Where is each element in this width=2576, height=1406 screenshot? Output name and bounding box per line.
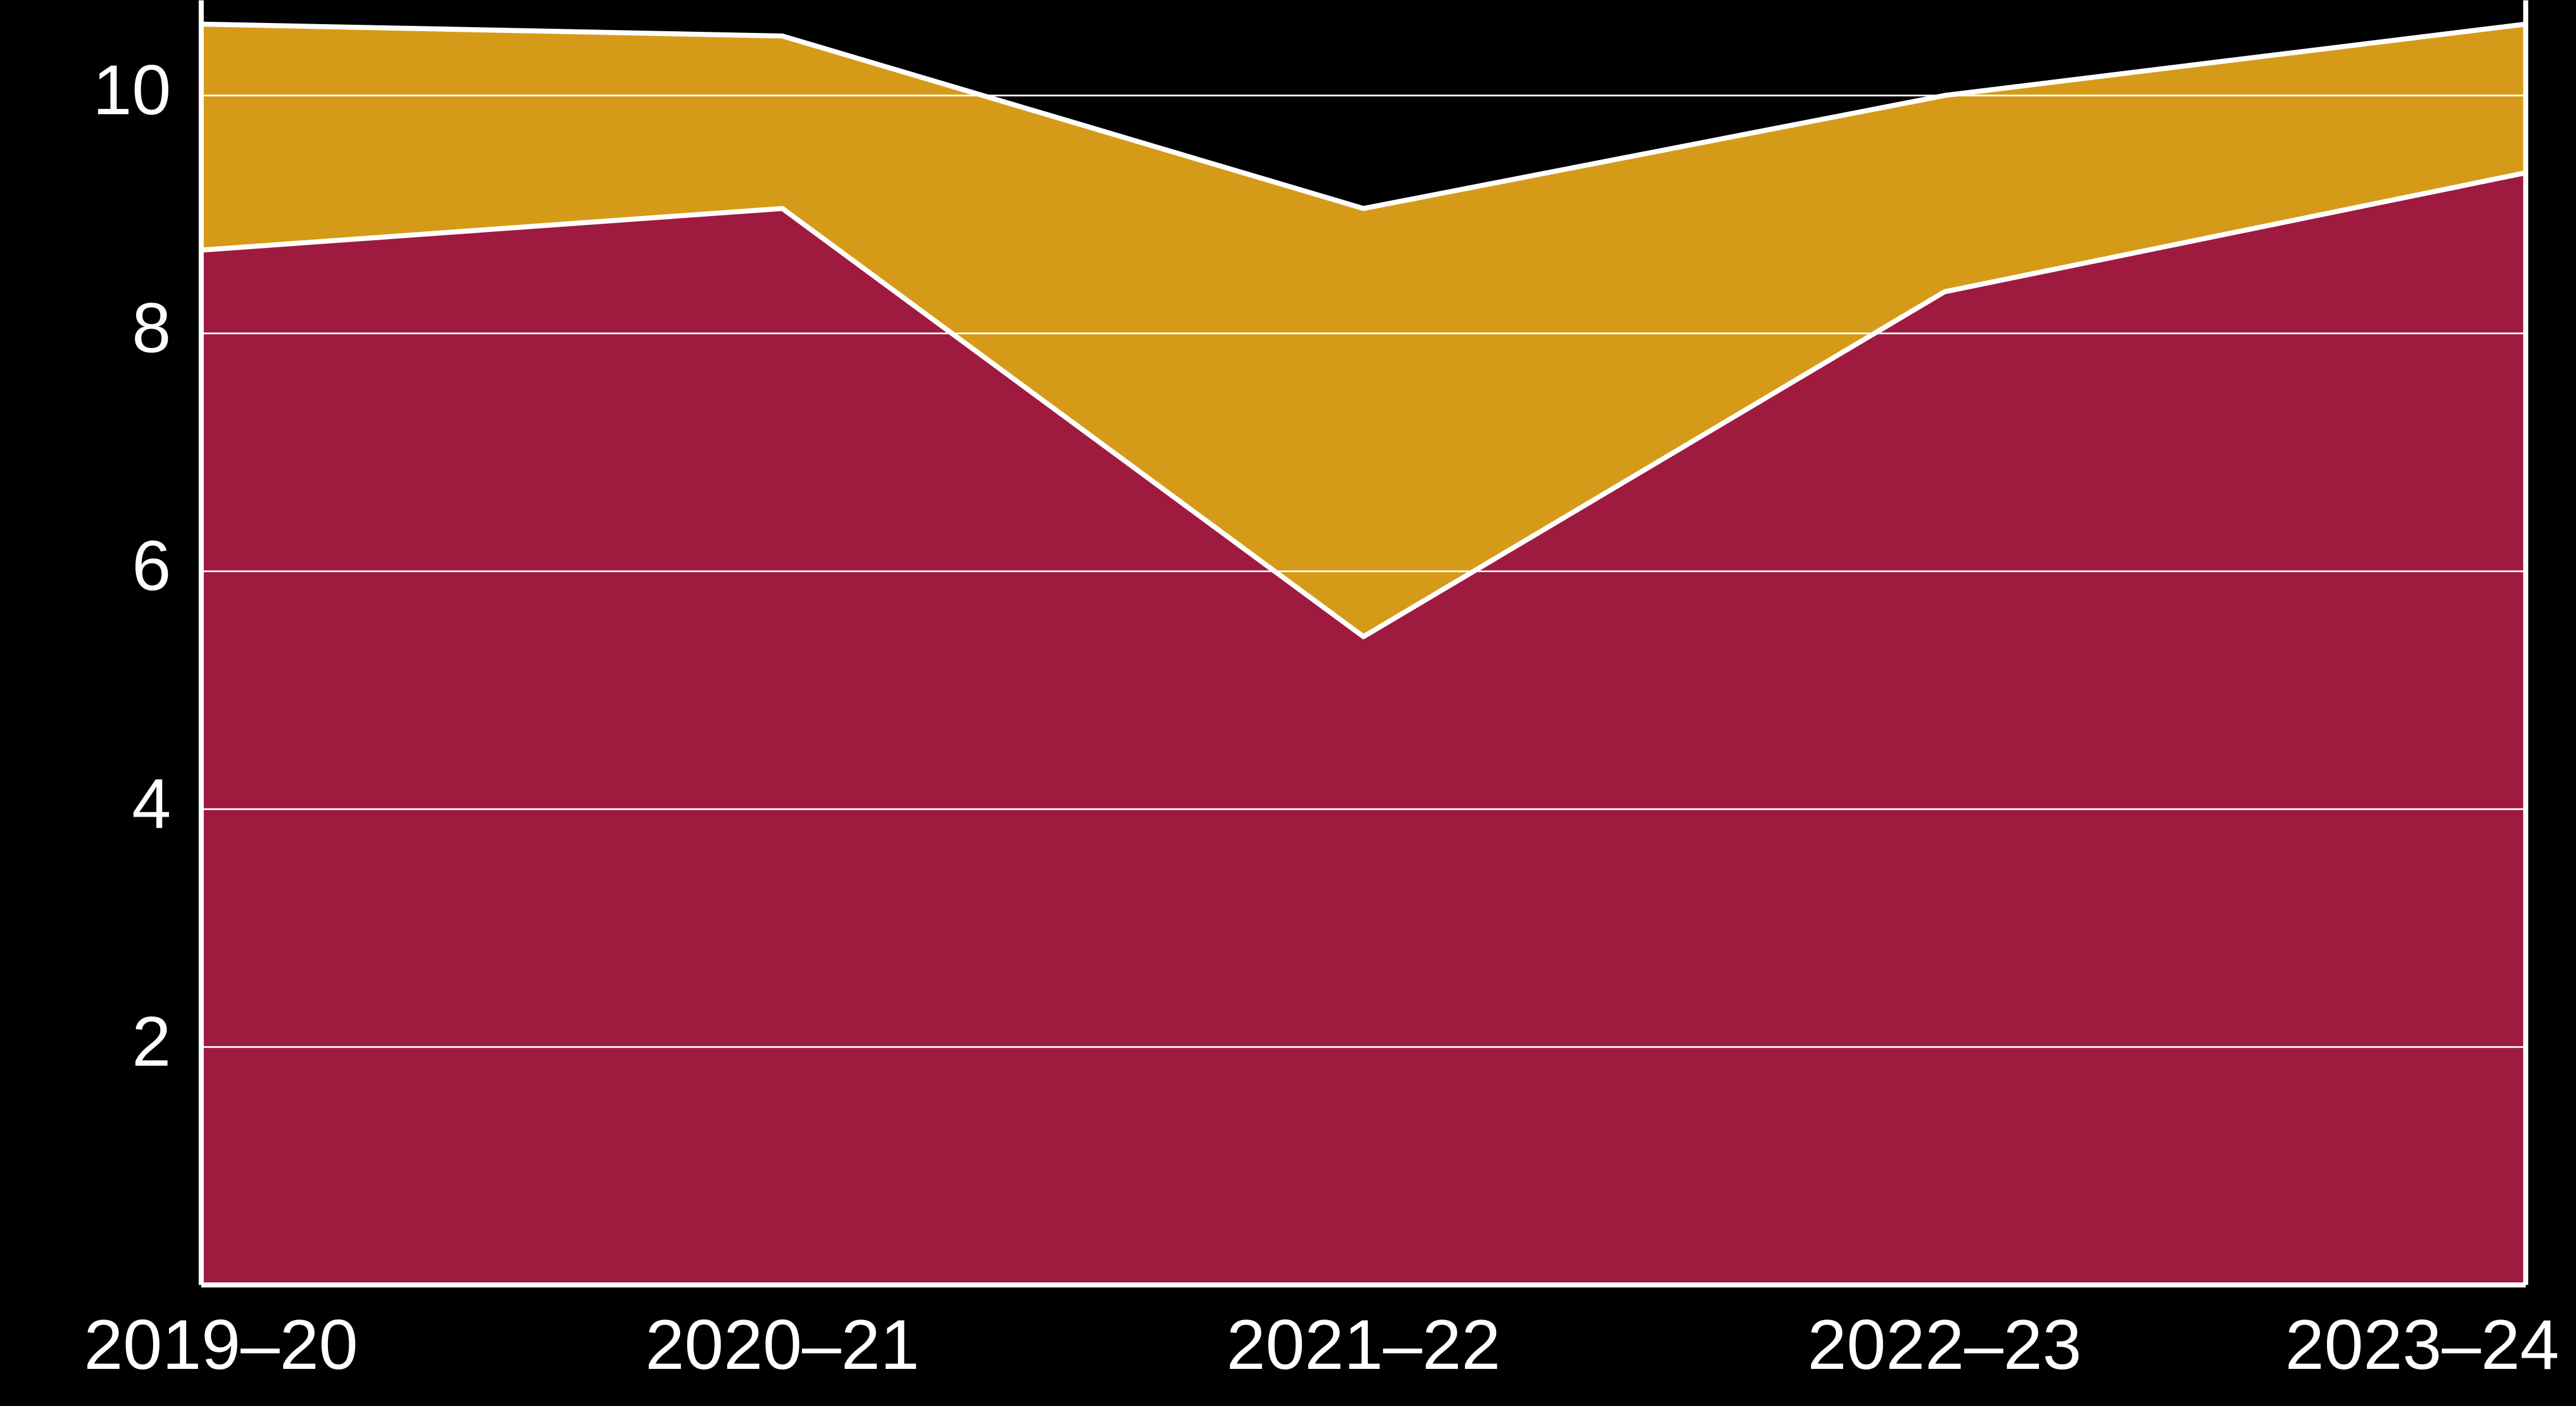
- series-group: [201, 24, 2526, 1285]
- x-tick-label: 2021–22: [1226, 1306, 1501, 1384]
- y-tick-label: 10: [92, 51, 171, 130]
- y-tick-label: 6: [132, 527, 171, 605]
- x-tick-label: 2023–24: [2285, 1306, 2560, 1384]
- x-tick-label: 2020–21: [645, 1306, 920, 1384]
- y-tick-label: 8: [132, 289, 171, 367]
- x-tick-label: 2019–20: [84, 1306, 358, 1384]
- y-tick-label: 4: [132, 765, 171, 843]
- x-tick-label: 2022–23: [1808, 1306, 2082, 1384]
- y-tick-label: 2: [132, 1003, 171, 1081]
- area-chart: 2 4 6 8 10 2019–20 2020–21 2021–22 2022–23 2023–2…: [0, 0, 2576, 1406]
- chart-container: 2 4 6 8 10 2019–20 2020–21 2021–22 2022–23 2023–2…: [0, 0, 2576, 1406]
